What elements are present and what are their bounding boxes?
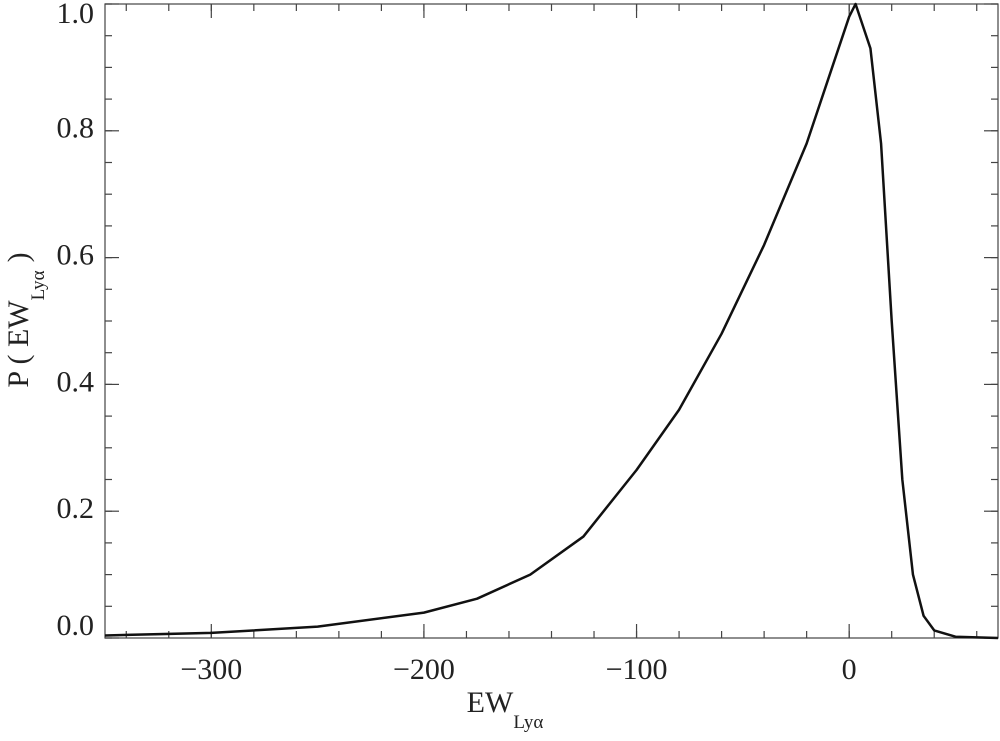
y-tick-label: 1.0 [57,0,95,30]
y-tick-label: 0.0 [57,609,95,642]
y-tick-label: 0.2 [57,492,95,525]
x-tick-label: 0 [842,653,857,686]
x-axis-label: EWLyα [467,686,544,733]
y-tick-label: 0.6 [57,238,95,271]
x-label-sub: Lyα [513,712,543,733]
plot-frame [104,3,999,639]
y-label-sub: Lyα [28,270,49,300]
line-series [104,2,999,640]
x-label-main: EW [467,686,514,719]
y-axis-label: P ( EWLyα) [2,252,49,387]
y-tick-label: 0.8 [57,112,95,145]
y-tick-label: 0.4 [57,365,95,398]
x-tick-label: −300 [180,653,242,686]
y-label-end: ) [2,252,35,262]
x-tick-label: −100 [606,653,668,686]
y-label-main: P ( EW [2,300,35,388]
x-tick-label: −200 [393,653,455,686]
